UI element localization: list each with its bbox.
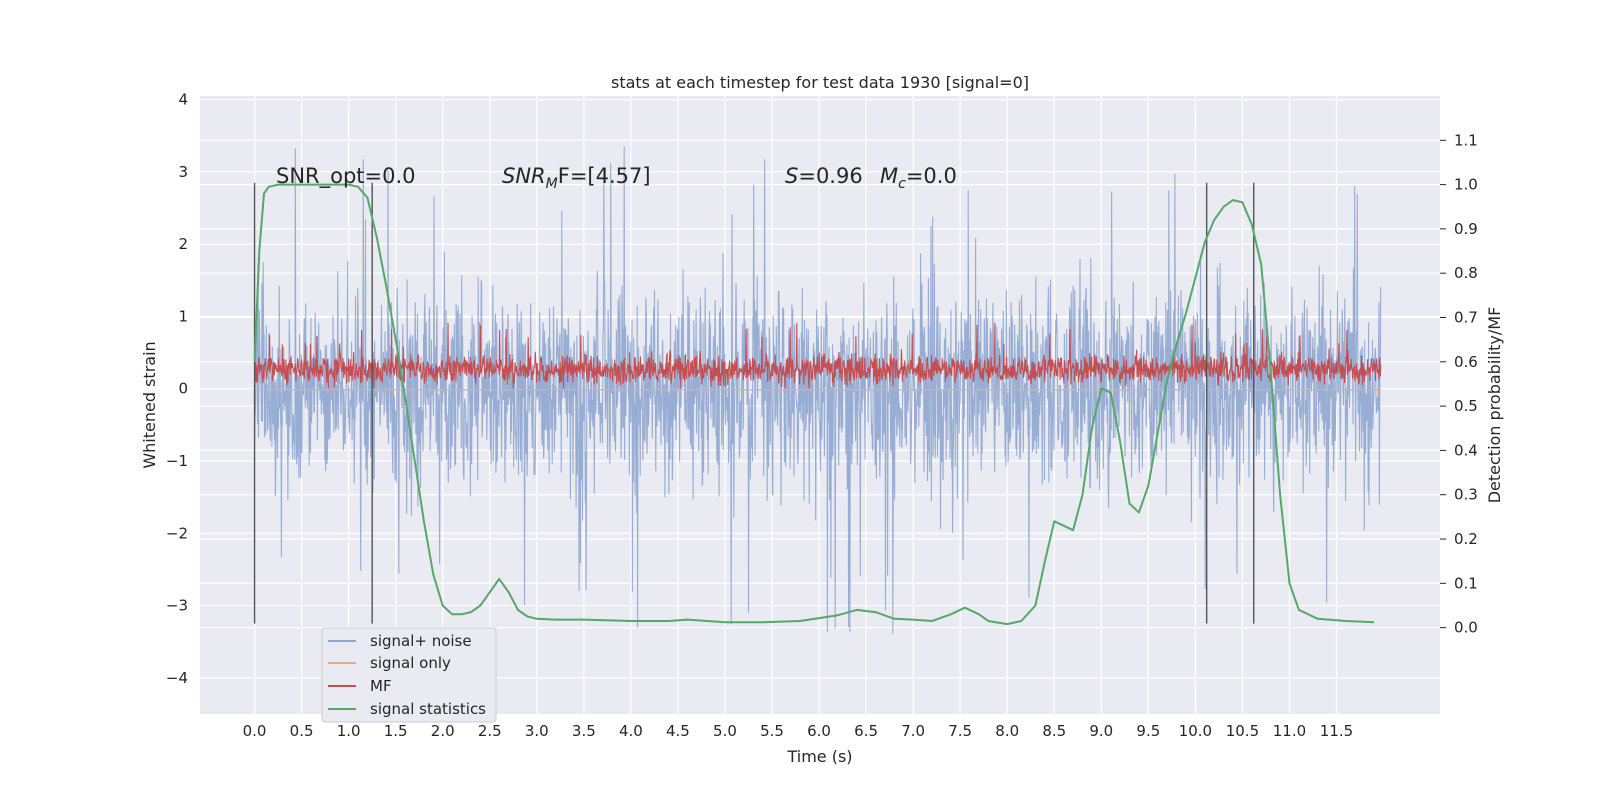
y-right-tick-label: 0.1: [1454, 574, 1478, 592]
x-tick-label: 11.5: [1320, 722, 1353, 740]
x-tick-label: 9.0: [1089, 722, 1113, 740]
x-tick-label: 5.5: [760, 722, 784, 740]
x-tick-label: 6.0: [807, 722, 831, 740]
x-tick-label: 6.5: [854, 722, 878, 740]
x-tick-label: 8.5: [1042, 722, 1066, 740]
legend: signal+ noise signal only MF signal stat…: [321, 627, 497, 723]
x-tick-label: 0.0: [243, 722, 267, 740]
y-left-tick-label: 2: [178, 235, 188, 253]
annotation-snr-mf-rest: F=[4.57]: [558, 164, 651, 188]
grid-lines: [200, 96, 1440, 714]
y-left-tick-label: −1: [166, 452, 188, 470]
annotation-mc-rest: =0.0: [906, 164, 957, 188]
x-tick-label: 2.5: [478, 722, 502, 740]
y-right-tick-label: 0.0: [1454, 619, 1478, 637]
legend-label-mf: MF: [370, 677, 392, 695]
y-left-tick-label: −3: [166, 597, 188, 615]
x-tick-label: 7.0: [901, 722, 925, 740]
annotation-s-var: S: [785, 164, 798, 188]
y-right-tick-label: 0.4: [1454, 441, 1478, 459]
annotation-mc-sub: c: [898, 176, 906, 192]
annotation-snr-mf-sub: M: [546, 176, 558, 192]
annotation-snr-opt: SNR_opt=0.0: [276, 164, 416, 189]
x-tick-labels: 0.0 0.5 1.0 1.5 2.0 2.5 3.0 3.5 4.0 4.5 5.0 5.5 6.0 6…: [243, 722, 1354, 740]
y-left-tick-label: 1: [178, 307, 188, 325]
legend-label-signal-only: signal only: [370, 654, 451, 672]
x-tick-label: 1.5: [384, 722, 408, 740]
x-tick-label: 9.5: [1136, 722, 1160, 740]
y-right-tick-label: 0.9: [1454, 220, 1478, 238]
y-right-axis-label: Detection probability/MF: [1485, 307, 1504, 504]
x-tick-label: 3.0: [525, 722, 549, 740]
y-right-tick-label: 0.2: [1454, 530, 1478, 548]
x-tick-label: 4.5: [666, 722, 690, 740]
annotation-s-rest: =0.96: [798, 164, 862, 188]
x-axis-label: Time (s): [786, 747, 852, 766]
x-tick-label: 11.0: [1273, 722, 1306, 740]
legend-label-signal-statistics: signal statistics: [370, 700, 486, 718]
annotation-snr-mf-base: SNR: [502, 164, 546, 188]
vertical-marker-lines: [253, 182, 1255, 624]
y-left-axis-label: Whitened strain: [140, 341, 159, 468]
y-left-tick-label: 3: [178, 163, 188, 181]
y-left-tick-label: −4: [166, 669, 188, 687]
series-signal-statistics: [253, 183, 1375, 626]
mf-line: [254, 322, 1382, 389]
legend-label-signal-noise: signal+ noise: [370, 632, 472, 650]
signal-noise-line: [254, 146, 1382, 634]
series-mf: [254, 322, 1382, 389]
chart-title: stats at each timestep for test data 193…: [611, 73, 1029, 92]
y-left-tick-label: 4: [178, 91, 188, 109]
x-tick-label: 8.0: [995, 722, 1019, 740]
x-tick-label: 5.0: [713, 722, 737, 740]
y-right-tick-label: 1.1: [1454, 131, 1478, 149]
annotation-mc-base: M: [880, 164, 898, 188]
x-tick-label: 7.5: [948, 722, 972, 740]
y-left-tick-label: −2: [166, 524, 188, 542]
y-right-tick-labels: 1.1 1.0 0.9 0.8 0.7 0.6 0.5 0.4 0.3 0.2 0.1 0.0: [1440, 131, 1478, 637]
y-right-tick-label: 1.0: [1454, 176, 1478, 194]
x-tick-label: 0.5: [290, 722, 314, 740]
legend-box: [321, 627, 497, 723]
x-tick-label: 10.0: [1179, 722, 1212, 740]
y-right-tick-label: 0.6: [1454, 353, 1478, 371]
annotation-mc: Mc=0.0: [880, 164, 957, 192]
x-tick-label: 3.5: [572, 722, 596, 740]
y-left-tick-label: 0: [178, 380, 188, 398]
y-left-tick-labels: 4 3 2 1 0 −1 −2 −3 −4: [166, 91, 188, 687]
signal-statistics-line: [253, 183, 1375, 626]
y-right-tick-label: 0.8: [1454, 264, 1478, 282]
annotation-snr-mf: SNRMF=[4.57]: [502, 164, 651, 192]
y-right-tick-label: 0.5: [1454, 397, 1478, 415]
y-right-tick-label: 0.7: [1454, 309, 1478, 327]
annotation-s: S=0.96: [785, 164, 863, 188]
x-tick-label: 10.5: [1226, 722, 1259, 740]
x-tick-label: 2.0: [431, 722, 455, 740]
series-signal-noise: [254, 146, 1382, 634]
x-tick-label: 1.0: [337, 722, 361, 740]
x-tick-label: 4.0: [619, 722, 643, 740]
y-right-tick-label: 0.3: [1454, 486, 1478, 504]
